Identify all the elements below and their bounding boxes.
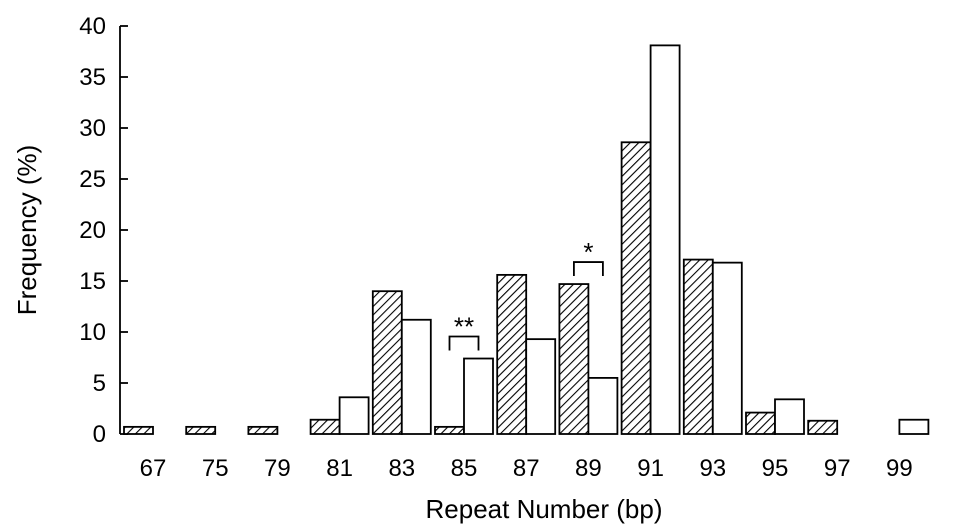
x-tick-label: 99 <box>886 455 913 482</box>
y-tick-label: 25 <box>79 166 106 193</box>
bar-hatched-83 <box>371 290 403 435</box>
x-tick-label: 75 <box>202 455 229 482</box>
bar-open-85 <box>463 357 494 435</box>
x-tick-label: 81 <box>326 455 353 482</box>
y-tick-label: 0 <box>93 421 106 448</box>
bar-open-87 <box>525 338 557 435</box>
bar-open-93 <box>711 261 743 435</box>
x-tick-label: 83 <box>388 455 415 482</box>
bar-hatched-89 <box>558 283 590 435</box>
significance-annotations: *** <box>448 237 604 351</box>
bars-group <box>123 44 930 435</box>
y-tick-label: 40 <box>79 13 106 40</box>
x-tick-label: 85 <box>451 455 478 482</box>
x-tick-label: 89 <box>575 455 602 482</box>
y-tick-label: 5 <box>93 370 106 397</box>
significance-marker: ** <box>454 312 474 342</box>
x-tick-label: 79 <box>264 455 291 482</box>
bar-open-83 <box>400 318 432 435</box>
y-tick-label: 15 <box>79 268 106 295</box>
bar-hatched-67 <box>123 425 154 435</box>
bar-open-91 <box>649 44 681 435</box>
x-axis: 67 75 79 81 83 85 87 89 91 93 95 97 99 <box>140 455 913 482</box>
bar-open-81 <box>338 396 370 435</box>
y-tick-label: 30 <box>79 115 106 142</box>
x-tick-label: 97 <box>824 455 851 482</box>
bar-open-89 <box>587 376 619 435</box>
bar-hatched-87 <box>496 273 528 435</box>
bar-hatched-91 <box>620 141 652 435</box>
y-tick-label: 35 <box>79 64 106 91</box>
x-tick-label: 95 <box>762 455 789 482</box>
bar-open-95 <box>774 398 805 435</box>
y-axis: 0 5 10 15 20 25 30 35 40 <box>79 13 128 448</box>
x-tick-label: 67 <box>140 455 167 482</box>
y-axis-title: Frequency (%) <box>12 145 42 316</box>
y-tick-label: 10 <box>79 319 106 346</box>
significance-marker: * <box>583 237 593 267</box>
bar-hatched-75 <box>185 425 217 435</box>
bar-open-99 <box>898 418 930 435</box>
x-tick-label: 87 <box>513 455 540 482</box>
bar-hatched-93 <box>682 258 714 435</box>
significance-bracket <box>448 335 480 351</box>
bar-hatched-81 <box>309 418 341 435</box>
bar-hatched-79 <box>247 425 279 435</box>
x-tick-label: 93 <box>699 455 726 482</box>
bar-hatched-95 <box>745 411 776 435</box>
bar-hatched-97 <box>807 419 839 435</box>
x-axis-title: Repeat Number (bp) <box>426 494 663 524</box>
x-tick-label: 91 <box>637 455 664 482</box>
significance-bracket <box>573 261 604 277</box>
y-tick-label: 20 <box>79 217 106 244</box>
bar-hatched-85 <box>434 425 465 435</box>
